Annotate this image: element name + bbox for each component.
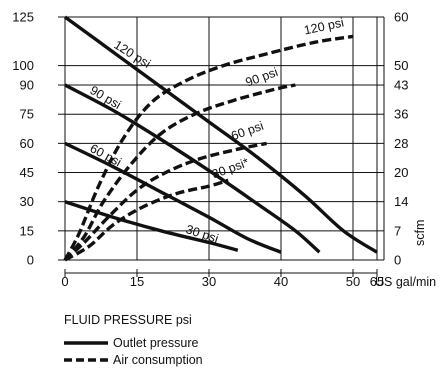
x-tick-label: 15	[130, 274, 144, 289]
y-tick-label: 90	[20, 78, 34, 93]
axes: 0 0 15 7 30 14 45 20 60 28 75 36 90 43 100 50 125 60 0 15 30…	[12, 10, 408, 290]
outlet-pressure-90-psi-line	[64, 83, 321, 254]
y-tick-label: 75	[20, 107, 34, 122]
y-tick-label: 100	[12, 58, 34, 73]
y2-tick-label: 7	[394, 223, 401, 238]
air-consumption-60-psi-line	[63, 141, 267, 262]
legend-title: FLUID PRESSURE psi	[64, 313, 192, 327]
legend-air-label: Air consumption	[113, 353, 203, 367]
y2-tick-label: 28	[394, 136, 408, 151]
legend-outlet-label: Outlet pressure	[113, 336, 199, 350]
y2-tick-label: 36	[394, 107, 408, 122]
y2-tick-label: 0	[394, 253, 401, 268]
air-curve-label-30-psi: 30 psi*	[210, 155, 251, 181]
air-consumption-30-psi-line	[64, 178, 229, 262]
y2-tick-label: 60	[394, 10, 408, 25]
x-tick-label: 0	[61, 274, 68, 289]
x-tick-label: 50	[346, 274, 360, 289]
y2-tick-label: 14	[394, 194, 408, 209]
y-tick-label: 125	[12, 10, 34, 25]
y-tick-label: 15	[20, 223, 34, 238]
y-tick-label: 60	[20, 136, 34, 151]
x-axis-title: US gal/min	[375, 275, 436, 289]
y-tick-label: 45	[20, 165, 34, 180]
air-consumption-90-psi-line	[63, 83, 296, 262]
outlet-pressure-120-psi-line	[64, 15, 378, 254]
y2-tick-label: 20	[394, 165, 408, 180]
y2-tick-label: 50	[394, 58, 408, 73]
air-curve-label-120-psi: 120 psi	[303, 15, 345, 37]
outlet-curve-label-60-psi: 60 psi	[88, 141, 124, 169]
y2-axis-title: scfm	[413, 220, 427, 246]
x-tick-label: 40	[274, 274, 288, 289]
series-group	[63, 15, 378, 262]
air-curve-label-90-psi: 90 psi	[244, 65, 280, 90]
y-tick-label: 0	[27, 253, 34, 268]
air-curve-label-60-psi: 60 psi	[229, 119, 265, 144]
y2-tick-label: 43	[394, 78, 408, 93]
air-consumption-120-psi-line	[63, 34, 354, 261]
y-tick-label: 30	[20, 194, 34, 209]
x-tick-label: 65	[370, 274, 384, 289]
x-tick-label: 30	[202, 274, 216, 289]
